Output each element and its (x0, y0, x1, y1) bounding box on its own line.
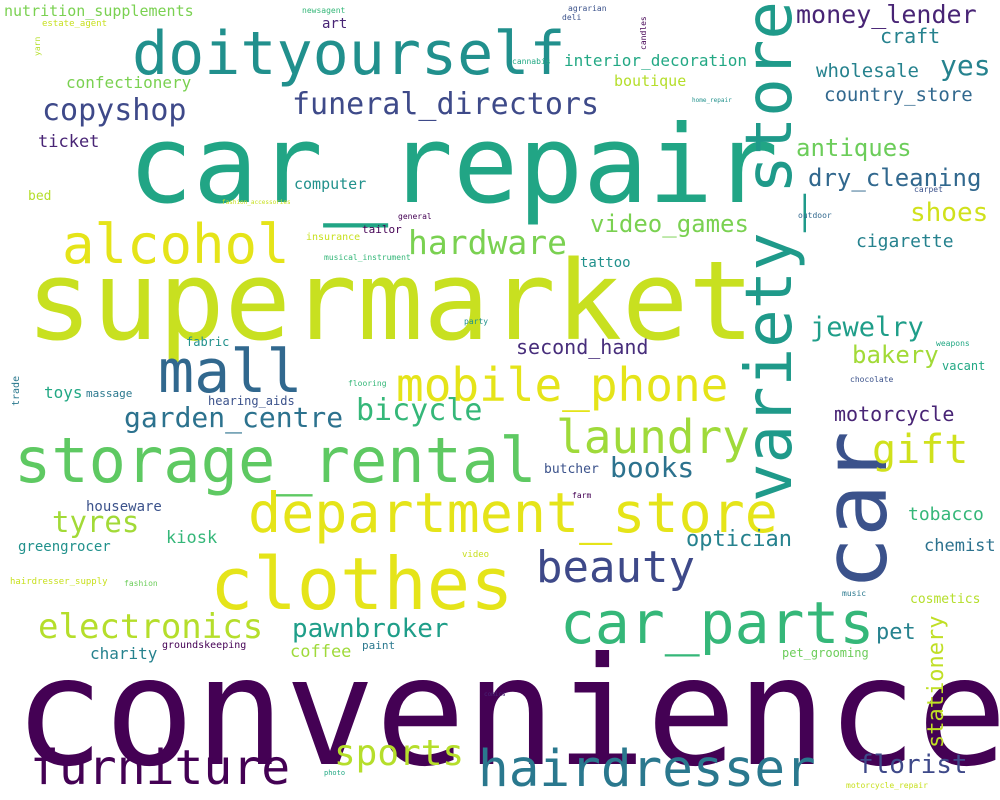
word-boutique: boutique (614, 72, 687, 90)
word-doityourself: doityourself (132, 19, 566, 89)
word-motorcycle: motorcycle (834, 402, 955, 426)
word-motorcycle-repair: motorcycle_repair (846, 781, 928, 790)
word-hairdresser: hairdresser (478, 740, 816, 799)
word-farm: farm (572, 491, 592, 500)
word-wholesale: wholesale (816, 60, 919, 82)
word-comics: comics (484, 691, 506, 698)
word-laundry: laundry (556, 410, 750, 464)
word-funeral-directors: funeral_directors (292, 87, 600, 122)
word-yarn: yarn (33, 36, 42, 56)
word-tailor: tailor (362, 223, 402, 236)
word-newsagent: newsagent (302, 6, 346, 15)
word-tyres: tyres (52, 505, 140, 539)
word-florist: florist (858, 750, 968, 780)
word-fabric: fabric (186, 335, 230, 349)
word-garden-centre: garden_centre (124, 401, 344, 434)
word-tobacco: tobacco (908, 504, 984, 525)
word-electronics: electronics (38, 607, 264, 647)
word-nutrition-supplements: nutrition_supplements (4, 2, 194, 20)
word-greengrocer: greengrocer (18, 539, 111, 555)
word-department-store: department_store (248, 481, 778, 545)
word-clothes: clothes (210, 542, 514, 626)
word-sports: sports (334, 733, 465, 774)
word-stationery: stationery (924, 615, 949, 748)
word-candles: candles (639, 16, 648, 50)
word-carpet: carpet (914, 185, 943, 194)
word-storage-rental: storage_rental (14, 424, 537, 497)
word-art: art (322, 16, 348, 32)
word-fashion: fashion (124, 579, 158, 588)
word-trade: trade (11, 375, 22, 406)
word-dry-cleaning: dry_cleaning (808, 164, 982, 192)
word-computer: computer (294, 175, 367, 193)
word-vacant: vacant (942, 359, 986, 373)
word-coffee: coffee (290, 642, 352, 662)
word-bed: bed (28, 189, 52, 204)
word-mall: mall (158, 337, 303, 407)
word-video-games: video_games (590, 210, 749, 238)
word-gift: gift (872, 427, 969, 473)
word-party: party (464, 317, 489, 326)
word-chocolate: chocolate (850, 375, 894, 384)
word-shoes: shoes (910, 198, 989, 228)
word-deli: deli (562, 13, 582, 22)
word-convenience: convenience (14, 626, 1000, 800)
word-outdoor: outdoor (798, 211, 832, 220)
word-alcohol: alcohol (62, 213, 290, 276)
word-second-hand: second_hand (516, 335, 649, 359)
word-estate-agent: estate_agent (42, 19, 108, 29)
word-agrarian: agrarian (568, 4, 607, 13)
word-groundskeeping: groundskeeping (162, 640, 247, 651)
word-massage: massage (86, 387, 133, 400)
word-paint: paint (362, 639, 396, 652)
word-supermarket: supermarket (26, 237, 755, 365)
word-beauty: beauty (536, 542, 695, 593)
word-fashion-accessories: fashion_accessories (222, 199, 291, 206)
word-yes: yes (940, 49, 991, 82)
word-insurance: insurance (306, 232, 361, 243)
word-toys: toys (44, 383, 83, 402)
word-charity: charity (90, 644, 158, 663)
word-furniture: furniture (30, 740, 291, 796)
word-pet: pet (876, 620, 916, 645)
word-car-repair: car_repair (128, 103, 779, 228)
word-books: books (610, 451, 695, 484)
word-hairdresser-supply: hairdresser_supply (10, 577, 108, 587)
word-cigarette: cigarette (856, 231, 954, 252)
word-mobile-phone: mobile_phone (396, 358, 729, 412)
word-chemist: chemist (924, 536, 996, 556)
word-country-store: country_store (824, 84, 973, 106)
word-video: video (462, 550, 490, 560)
word-hardware: hardware (408, 223, 567, 262)
word-ticket: ticket (38, 132, 100, 152)
word-butcher: butcher (544, 462, 599, 477)
word-houseware: houseware (86, 499, 162, 515)
word-pet-grooming: pet_grooming (782, 646, 869, 660)
word-jewelry: jewelry (810, 312, 924, 343)
word-home-repair: home_repair (692, 97, 732, 104)
word-antiques: antiques (796, 134, 912, 162)
word-musical-instrument: musical_instrument (324, 253, 411, 262)
word-tattoo: tattoo (580, 255, 631, 271)
word-music: music (842, 589, 867, 598)
word-kiosk: kiosk (166, 528, 218, 548)
word-optician: optician (686, 527, 792, 552)
word-hearing-aids: hearing_aids (208, 394, 295, 408)
word-pawnbroker: pawnbroker (292, 614, 449, 644)
word-interior-decoration: interior_decoration (564, 51, 748, 70)
word-flooring: flooring (348, 379, 387, 388)
word-general: general (398, 212, 432, 221)
word-weapons: weapons (936, 339, 970, 348)
word-copyshop: copyshop (42, 93, 187, 128)
word-money-lender: money_lender (796, 0, 977, 29)
word-cosmetics: cosmetics (910, 592, 981, 607)
word-photo: photo (324, 769, 346, 777)
word-bakery: bakery (852, 341, 939, 369)
word-car-parts: car_parts (560, 589, 875, 657)
word-craft: craft (880, 24, 941, 48)
word-cannabis: cannabis (512, 57, 551, 66)
word-bicycle: bicycle (356, 393, 483, 428)
word-confectionery: confectionery (66, 73, 192, 92)
